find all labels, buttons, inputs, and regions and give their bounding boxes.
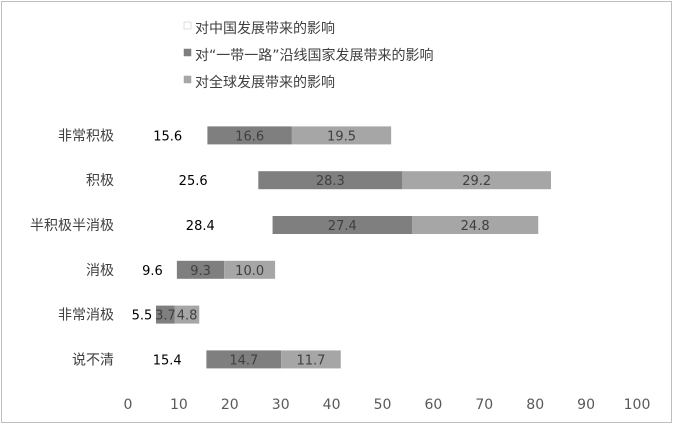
category-label-2: 半积极半消极 [30, 218, 114, 234]
data-label-2-3: 10.0 [235, 264, 264, 279]
data-label-1-5: 14.7 [229, 353, 258, 368]
data-label-1-4: 3.7 [155, 309, 176, 324]
bar-0-0 [128, 126, 208, 145]
legend-label-0: 对中国发展带来的影响 [195, 21, 335, 37]
x-tick-label-1: 10 [170, 397, 188, 413]
legend-swatch-0 [183, 21, 192, 30]
bar-2-5 [281, 350, 341, 369]
x-tick-label-0: 0 [124, 397, 133, 413]
legend-label-2: 对全球发展带来的影响 [195, 74, 335, 91]
bar-0-1 [128, 171, 259, 190]
data-label-0-2: 28.4 [186, 219, 215, 234]
data-label-0-0: 15.6 [153, 129, 182, 144]
bar-1-1 [258, 171, 403, 190]
x-tick-label-5: 50 [374, 397, 392, 413]
data-label-0-4: 5.5 [132, 309, 153, 324]
legend-swatch-2 [183, 75, 192, 84]
bar-2-1 [402, 171, 551, 190]
data-label-2-4: 4.8 [177, 309, 198, 324]
data-label-0-3: 9.6 [142, 264, 163, 279]
bar-0-5 [128, 350, 207, 369]
category-label-5: 说不清 [72, 352, 114, 368]
bar-0-3 [128, 260, 177, 279]
bar-1-0 [207, 126, 292, 145]
bar-0-2 [128, 216, 273, 234]
data-label-1-2: 27.4 [328, 219, 357, 234]
data-label-2-0: 19.5 [327, 129, 356, 144]
data-label-1-3: 9.3 [190, 264, 211, 279]
bar-2-2 [412, 216, 539, 234]
bar-1-3 [176, 260, 225, 279]
x-tick-label-2: 20 [221, 397, 239, 413]
bar-0-4 [128, 305, 156, 324]
data-label-2-2: 24.8 [461, 219, 490, 234]
data-label-1-1: 28.3 [316, 174, 345, 189]
legend-label-1: 对“一带一路”沿线国家发展带来的影响 [195, 47, 434, 64]
category-label-3: 消极 [86, 263, 114, 279]
x-tick-label-3: 30 [272, 397, 290, 413]
x-tick-label-9: 90 [577, 397, 595, 413]
category-label-4: 非常消极 [58, 308, 114, 324]
plot-area: 15.6 16.6 19.5 25.6 28.3 29.2 28.4 27.4 24.8 9.6 9… [128, 126, 551, 369]
x-tick-label-8: 80 [526, 397, 544, 413]
data-label-0-1: 25.6 [179, 174, 208, 189]
x-tick-label-7: 70 [475, 397, 493, 413]
x-tick-label-6: 60 [424, 397, 442, 413]
data-label-0-5: 15.4 [153, 353, 182, 368]
bar-1-2 [272, 216, 413, 234]
category-label-0: 非常积极 [58, 128, 114, 144]
legend-swatch-1 [183, 48, 192, 57]
x-tick-label-4: 40 [323, 397, 341, 413]
bar-1-4 [155, 305, 175, 324]
bar-2-4 [174, 305, 200, 324]
data-label-1-0: 16.6 [235, 129, 264, 144]
x-tick-label-10: 100 [624, 397, 651, 413]
bar-2-0 [291, 126, 392, 145]
category-label-1: 积极 [86, 173, 114, 189]
value-axis: 0 10 20 30 40 50 60 70 80 90 100 [124, 397, 651, 413]
data-label-2-5: 11.7 [297, 353, 326, 368]
data-label-2-1: 29.2 [462, 174, 491, 189]
bar-2-3 [224, 260, 276, 279]
bar-1-5 [206, 350, 282, 369]
